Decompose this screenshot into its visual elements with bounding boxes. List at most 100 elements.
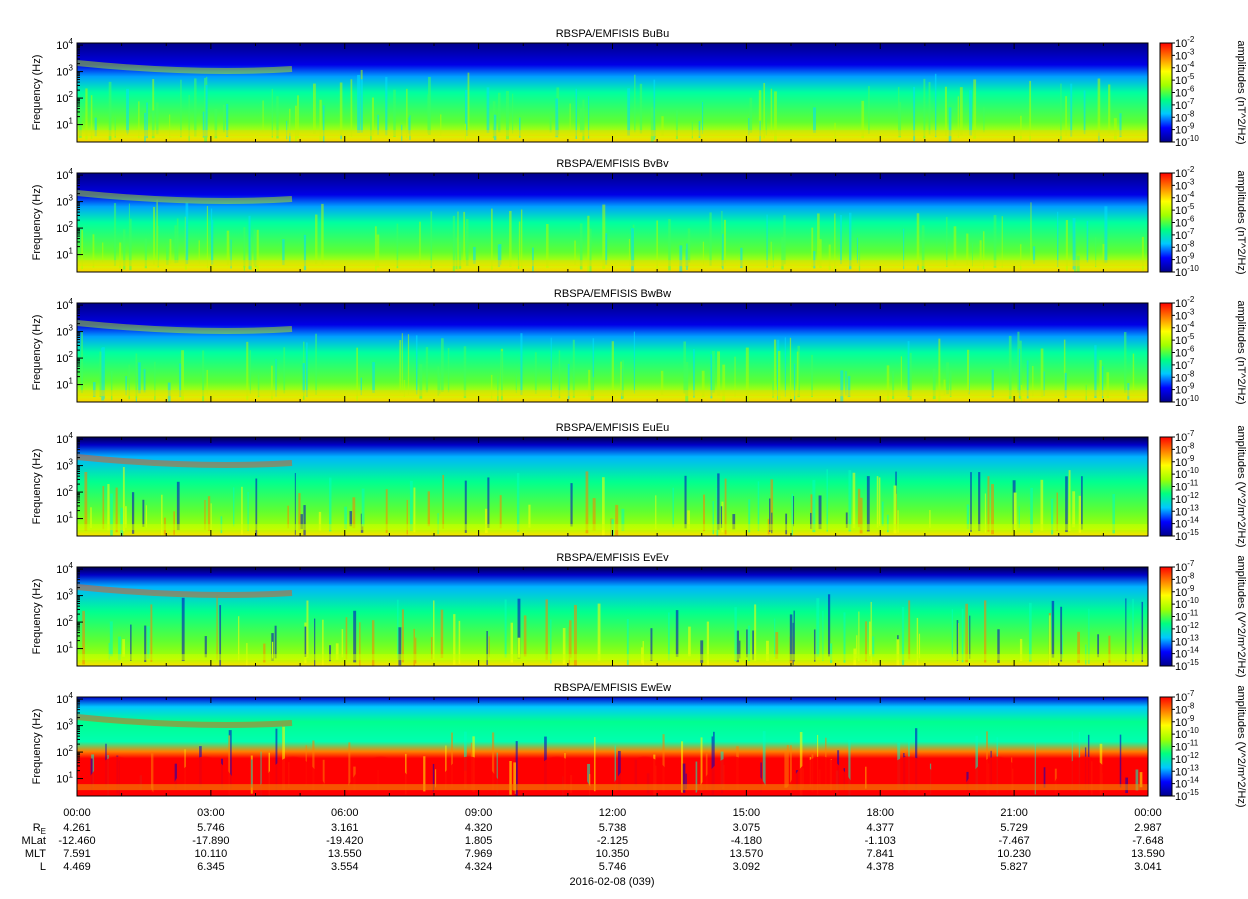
- colorbar-tick-label: 10-14: [1175, 516, 1199, 531]
- colorbar: [1159, 42, 1173, 143]
- spectrogram-texture: [76, 320, 1148, 402]
- y-tick-label: 104: [56, 691, 73, 706]
- y-axis-label: Frequency (Hz): [31, 449, 43, 525]
- y-axis-label: Frequency (Hz): [31, 55, 43, 131]
- ephemeris-value: 4.324: [465, 861, 493, 873]
- colorbar-tick-label: 10-10: [1175, 726, 1199, 741]
- ephemeris-value: 3.041: [1134, 861, 1162, 873]
- ephemeris-value: 3.092: [733, 861, 761, 873]
- y-tick-label: 103: [56, 194, 73, 209]
- y-tick-label: 101: [56, 511, 73, 526]
- colorbar-tick-label: 10-15: [1175, 788, 1199, 803]
- colorbar-label: amplitudes (nT^2/Hz): [1235, 40, 1247, 144]
- y-tick-label: 102: [56, 484, 73, 499]
- spectrogram-texture: [76, 190, 1148, 272]
- spectrogram-panel: RBSPA/EMFISIS BvBv 101 102 103 104 Frequency …: [31, 158, 1247, 279]
- ephemeris-value: -1.103: [865, 835, 896, 847]
- ephemeris-value: 10.350: [596, 848, 630, 860]
- ephemeris-value: -12.460: [58, 835, 95, 847]
- ephemeris-row-label: L: [40, 861, 46, 873]
- y-tick-label: 103: [56, 588, 73, 603]
- colorbar-tick-label: 10-7: [1175, 227, 1195, 242]
- y-tick-label: 101: [56, 641, 73, 656]
- y-tick-label: 102: [56, 744, 73, 759]
- spectrogram-panel: RBSPA/EMFISIS BuBu 101 102 103 104 Frequency …: [31, 28, 1247, 149]
- colorbar-tick-label: 10-6: [1175, 345, 1195, 360]
- colorbar-tick-label: 10-5: [1175, 332, 1195, 347]
- ephemeris-value: 4.378: [866, 861, 894, 873]
- y-tick-label: 104: [56, 561, 73, 576]
- colorbar-tick-label: 10-4: [1175, 190, 1195, 205]
- ephemeris-value: -4.180: [731, 835, 762, 847]
- colorbar-tick-label: 10-6: [1175, 215, 1195, 230]
- y-tick-label: 101: [56, 377, 73, 392]
- ephemeris-value: 3.554: [331, 861, 359, 873]
- colorbar: [1159, 172, 1173, 273]
- ephemeris-value: 1.805: [465, 835, 493, 847]
- ephemeris-value: 7.969: [465, 848, 493, 860]
- ephemeris-value: 13.550: [328, 848, 362, 860]
- colorbar: [1159, 302, 1173, 403]
- ephemeris-value: 10.110: [194, 848, 227, 860]
- ephemeris-value: 5.738: [599, 822, 627, 834]
- colorbar-tick-label: 10-7: [1175, 357, 1195, 372]
- ephemeris-value: 6.345: [197, 861, 225, 873]
- x-tick-label: 21:00: [1000, 807, 1028, 819]
- y-tick-label: 102: [56, 614, 73, 629]
- ephemeris-value: 2.987: [1134, 822, 1162, 834]
- colorbar-tick-label: 10-8: [1175, 441, 1195, 456]
- y-tick-label: 104: [56, 431, 73, 446]
- x-tick-label: 00:00: [63, 807, 91, 819]
- spectrogram-image: [77, 173, 1148, 272]
- colorbar-tick-label: 10-14: [1175, 776, 1199, 791]
- ephemeris-value: -7.648: [1132, 835, 1163, 847]
- panel-title: RBSPA/EMFISIS BwBw: [554, 288, 671, 300]
- colorbar-tick-label: 10-14: [1175, 646, 1199, 661]
- y-tick-label: 102: [56, 90, 73, 105]
- colorbar-tick-label: 10-9: [1175, 122, 1195, 137]
- spectrogram-panel: RBSPA/EMFISIS EuEu 101 102 103 104 Frequency …: [31, 422, 1247, 548]
- y-tick-label: 101: [56, 771, 73, 786]
- ephemeris-value: -2.125: [597, 835, 628, 847]
- colorbar-label: amplitudes (V^2/m^2/Hz): [1235, 685, 1247, 807]
- y-axis-label: Frequency (Hz): [31, 315, 43, 391]
- y-tick-label: 103: [56, 324, 73, 339]
- panels-layer: RBSPA/EMFISIS BuBu 101 102 103 104 Frequency …: [31, 28, 1247, 808]
- ephemeris-value: 5.827: [1000, 861, 1028, 873]
- time-axis: 00:00 03:00 06:00 09:00 12:00 15:00 18:00 21:00…: [63, 807, 1162, 819]
- colorbar-tick-label: 10-13: [1175, 633, 1199, 648]
- colorbar-tick-label: 10-9: [1175, 454, 1195, 469]
- colorbar-tick-label: 10-9: [1175, 584, 1195, 599]
- ephemeris-value: 5.746: [599, 861, 627, 873]
- y-tick-label: 103: [56, 718, 73, 733]
- y-tick-label: 104: [56, 167, 73, 182]
- spectrogram-image: [77, 567, 1148, 666]
- panel-title: RBSPA/EMFISIS EwEw: [554, 682, 671, 694]
- ephemeris-value: 5.729: [1000, 822, 1028, 834]
- y-tick-label: 101: [56, 247, 73, 262]
- colorbar-tick-label: 10-11: [1175, 479, 1199, 494]
- spectrogram-panel: RBSPA/EMFISIS BwBw 101 102 103 104 Frequency …: [31, 288, 1247, 409]
- x-tick-label: 06:00: [331, 807, 359, 819]
- x-tick-label: 03:00: [197, 807, 225, 819]
- colorbar-tick-label: 10-10: [1175, 394, 1199, 409]
- colorbar-tick-label: 10-10: [1175, 264, 1199, 279]
- colorbar-tick-label: 10-7: [1175, 97, 1195, 112]
- y-tick-label: 102: [56, 220, 73, 235]
- colorbar-tick-label: 10-7: [1175, 689, 1195, 704]
- panel-title: RBSPA/EMFISIS BvBv: [556, 158, 669, 170]
- date-label: 2016-02-08 (039): [569, 876, 654, 888]
- y-tick-label: 101: [56, 117, 73, 132]
- ephemeris-value: 3.075: [733, 822, 761, 834]
- colorbar-tick-label: 10-6: [1175, 85, 1195, 100]
- colorbar-tick-label: 10-15: [1175, 528, 1199, 543]
- x-tick-label: 18:00: [866, 807, 894, 819]
- colorbar-tick-label: 10-3: [1175, 307, 1195, 322]
- x-tick-label: 09:00: [465, 807, 493, 819]
- colorbar-tick-label: 10-4: [1175, 320, 1195, 335]
- colorbar-tick-label: 10-5: [1175, 72, 1195, 87]
- ephemeris-value: -7.467: [999, 835, 1030, 847]
- ephemeris-value: 13.570: [730, 848, 764, 860]
- y-axis-label: Frequency (Hz): [31, 185, 43, 261]
- y-tick-label: 104: [56, 37, 73, 52]
